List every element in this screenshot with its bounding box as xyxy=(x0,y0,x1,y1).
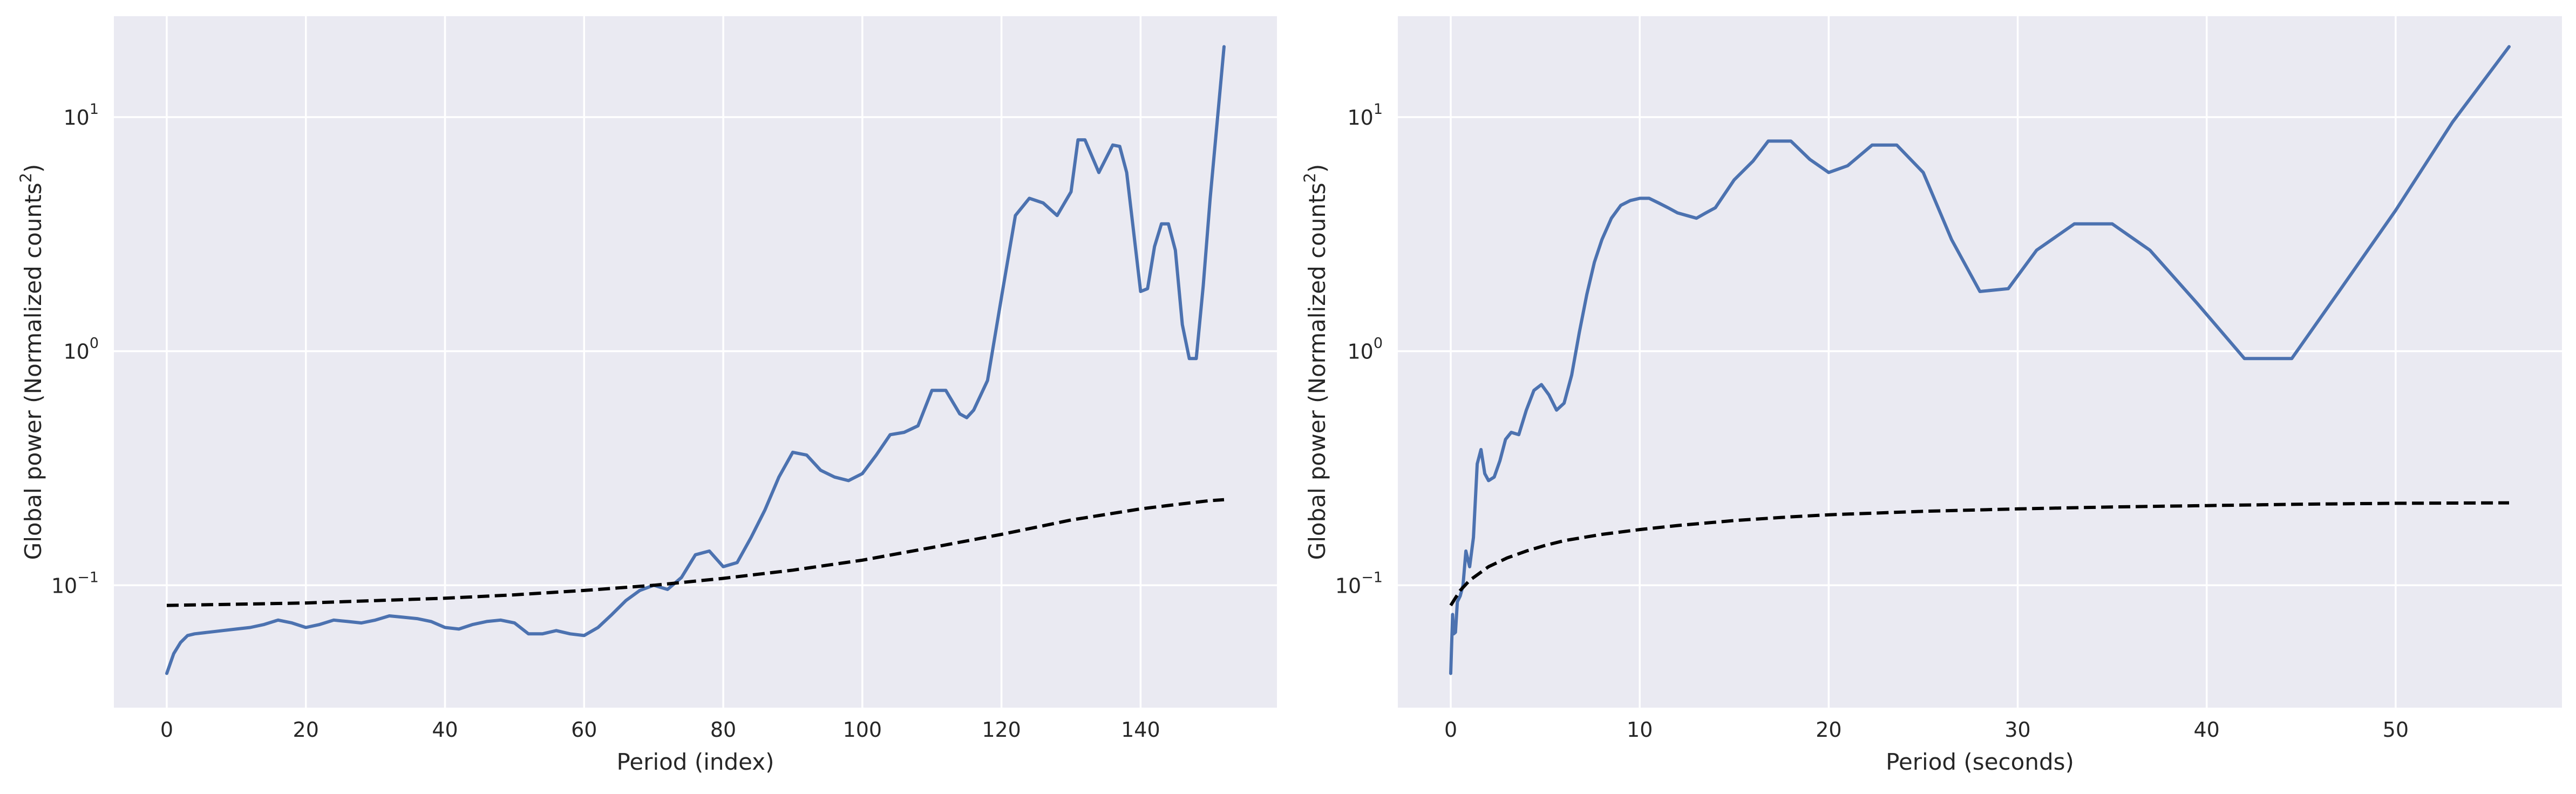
right-y-tick-label: 100 xyxy=(1347,335,1383,364)
left-x-axis-label: Period (index) xyxy=(617,749,774,775)
right-x-tick-label: 30 xyxy=(2004,718,2030,742)
left-x-tick-label: 0 xyxy=(160,718,173,742)
left-y-tick-label: 10−1 xyxy=(51,569,99,598)
right-chart: 0 10 20 30 40 50 10−1 100 101 Period (seconds) Glo… xyxy=(1301,16,2562,775)
left-solid-line-series xyxy=(165,45,1226,675)
right-x-tick-label: 40 xyxy=(2194,718,2220,742)
left-plot-area xyxy=(114,16,1277,708)
left-y-axis-label: Global power (Normalized counts2) xyxy=(17,164,46,560)
left-chart: 0 20 40 60 80 100 120 140 10−1 100 101 Period (inde… xyxy=(17,16,1277,775)
right-plot-area xyxy=(1398,16,2562,708)
left-x-tick-label: 140 xyxy=(1121,718,1160,742)
right-x-tick-label: 50 xyxy=(2383,718,2409,742)
left-y-tick-label: 101 xyxy=(63,101,99,130)
right-dashed-line-series xyxy=(1449,501,2510,607)
left-x-tick-label: 40 xyxy=(432,718,458,742)
right-x-tick-label: 10 xyxy=(1627,718,1653,742)
right-y-axis-label: Global power (Normalized counts2) xyxy=(1301,164,1330,560)
left-gridlines xyxy=(114,16,1277,708)
right-solid-line-series xyxy=(1449,45,2511,675)
right-x-tick-label: 0 xyxy=(1444,718,1457,742)
left-x-tick-label: 20 xyxy=(293,718,319,742)
left-x-tick-label: 60 xyxy=(571,718,597,742)
right-y-tick-label: 10−1 xyxy=(1335,569,1383,598)
right-x-axis-label: Period (seconds) xyxy=(1886,749,2074,775)
left-y-tick-label: 100 xyxy=(63,335,99,364)
left-x-tick-label: 80 xyxy=(710,718,736,742)
left-x-tick-label: 120 xyxy=(982,718,1021,742)
right-gridlines xyxy=(1398,16,2562,708)
right-y-tick-label: 101 xyxy=(1347,101,1383,130)
left-dashed-line-series xyxy=(166,498,1225,607)
right-x-tick-label: 20 xyxy=(1816,718,1841,742)
left-x-tick-label: 100 xyxy=(843,718,882,742)
